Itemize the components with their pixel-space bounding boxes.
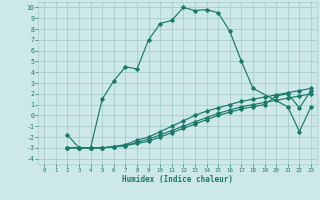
X-axis label: Humidex (Indice chaleur): Humidex (Indice chaleur) [122, 175, 233, 184]
